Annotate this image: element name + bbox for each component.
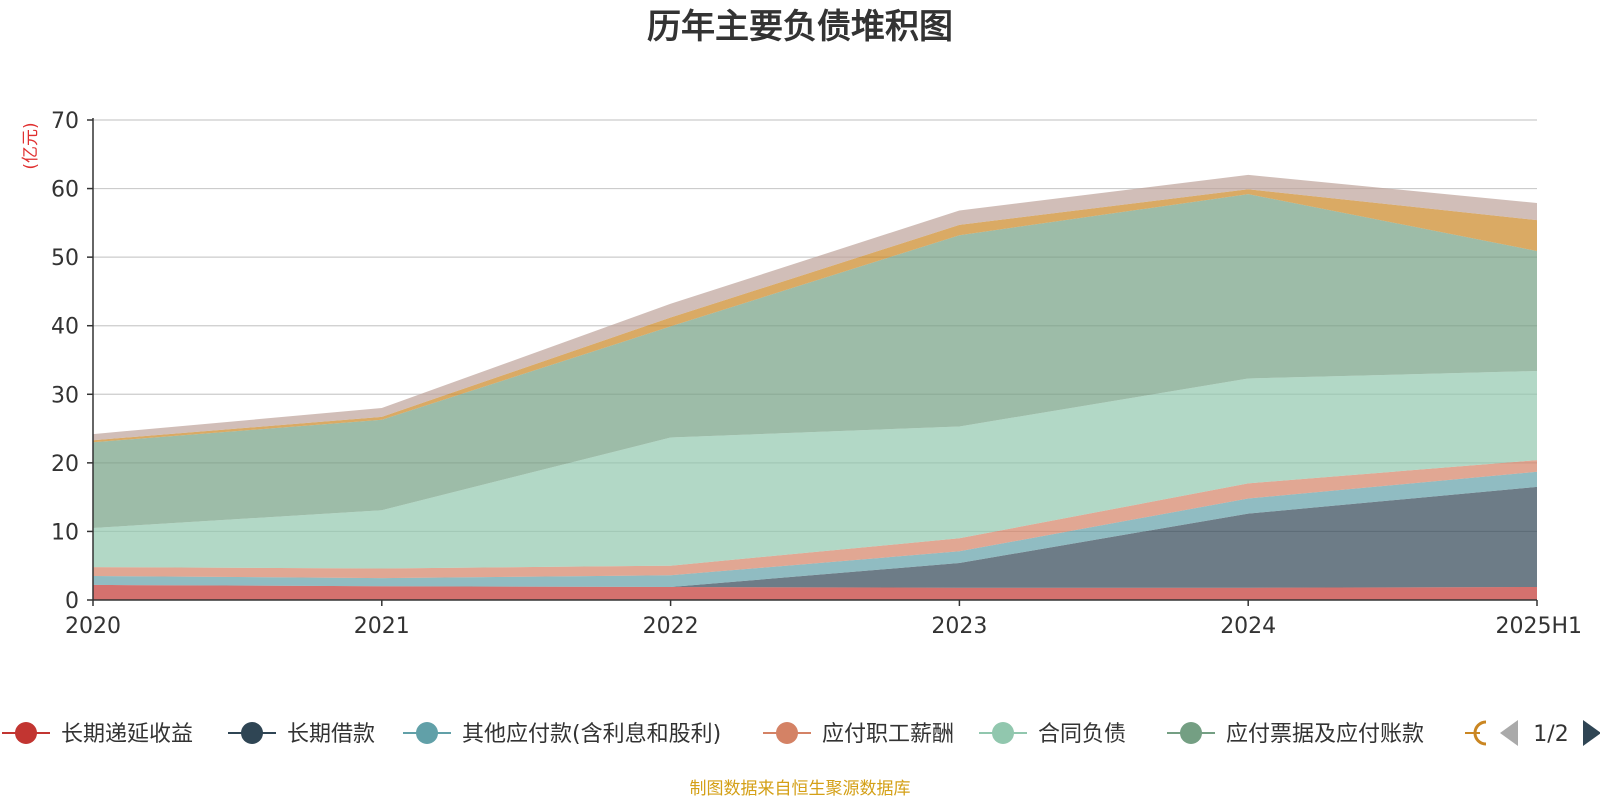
legend-item[interactable]: 合同负债 — [979, 722, 1126, 747]
area-series-5 — [93, 371, 1537, 569]
x-tick-label: 2023 — [931, 614, 987, 639]
axes: 0 10 20 30 40 50 60 70 2020 2021 2022 2023 2024 2025H… — [51, 109, 1582, 639]
legend-label: 合同负债 — [1038, 722, 1126, 747]
legend-page-indicator: 1/2 — [1533, 722, 1568, 747]
legend-item-partial[interactable] — [1465, 720, 1487, 746]
legend-prev-page-icon[interactable] — [1500, 720, 1518, 746]
x-tick-label: 2020 — [65, 614, 121, 639]
y-tick-label: 70 — [51, 109, 79, 134]
legend: 长期递延收益 长期借款 其他应付款(含利息和股利) 应付职工薪酬 合同负债 应付票据及应付… — [2, 720, 1487, 747]
y-tick-label: 50 — [51, 246, 79, 271]
x-tick-label: 2021 — [354, 614, 410, 639]
y-tick-label: 10 — [51, 520, 79, 545]
legend-item[interactable]: 长期借款 — [228, 722, 375, 747]
legend-pager: 1/2 — [1500, 720, 1600, 747]
area-series-6 — [93, 194, 1537, 528]
legend-item[interactable]: 其他应付款(含利息和股利) — [403, 722, 721, 747]
data-source-note: 制图数据来自恒生聚源数据库 — [690, 779, 911, 799]
legend-label: 其他应付款(含利息和股利) — [462, 722, 721, 747]
area-series-4 — [93, 460, 1537, 579]
legend-next-page-icon[interactable] — [1583, 720, 1600, 746]
x-tick-label: 2025H1 — [1495, 614, 1582, 639]
legend-item[interactable]: 长期递延收益 — [2, 722, 193, 747]
legend-label: 长期递延收益 — [61, 722, 193, 747]
area-series-2 — [93, 486, 1537, 588]
y-tick-label: 30 — [51, 383, 79, 408]
x-tick-label: 2022 — [643, 614, 699, 639]
chart-title: 历年主要负债堆积图 — [647, 7, 953, 47]
legend-label: 应付票据及应付账款 — [1226, 722, 1424, 747]
area-series-group — [93, 174, 1537, 600]
legend-circle-icon — [1473, 720, 1487, 746]
area-series-3 — [93, 471, 1537, 587]
legend-circle-icon — [1180, 722, 1202, 744]
area-series-1 — [93, 584, 1537, 600]
legend-circle-icon — [992, 722, 1014, 744]
legend-item[interactable]: 应付票据及应付账款 — [1167, 722, 1424, 747]
legend-item[interactable]: 应付职工薪酬 — [763, 722, 954, 747]
legend-circle-icon — [776, 722, 798, 744]
area-series-7 — [93, 189, 1537, 443]
legend-circle-icon — [241, 722, 263, 744]
y-axis-unit-label: (亿元) — [21, 122, 41, 169]
legend-label: 应付职工薪酬 — [822, 722, 954, 747]
x-tick-label: 2024 — [1220, 614, 1276, 639]
y-tick-label: 0 — [65, 589, 79, 614]
y-tick-label: 20 — [51, 452, 79, 477]
legend-label: 长期借款 — [287, 722, 375, 747]
legend-circle-icon — [15, 722, 37, 744]
legend-circle-icon — [416, 722, 438, 744]
area-series-8 — [93, 174, 1537, 441]
y-tick-label: 40 — [51, 315, 79, 340]
y-tick-label: 60 — [51, 178, 79, 203]
